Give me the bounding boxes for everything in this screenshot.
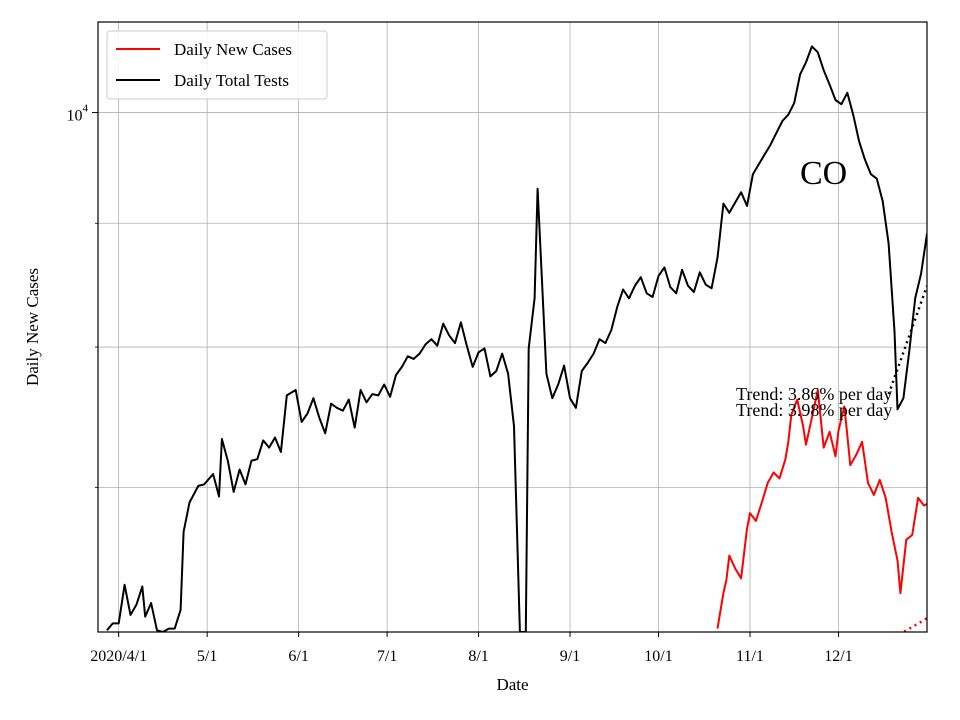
x-axis-title: Date (496, 675, 528, 694)
x-tick-label: 2020/4/1 (90, 648, 147, 665)
series-line-cases (716, 389, 927, 629)
y-tick-label: 104 (67, 103, 89, 125)
x-tick-label: 10/1 (644, 648, 672, 665)
legend: Daily New Cases Daily Total Tests (106, 30, 328, 100)
x-tick-label: 7/1 (377, 648, 397, 665)
x-axis-ticks: 2020/4/1 5/1 6/1 7/1 8/1 9/1 10/1 11/1 12/1 (90, 632, 853, 665)
trend-line-tests (887, 285, 927, 395)
plot-frame (97, 21, 928, 633)
legend-label-tests: Daily Total Tests (174, 71, 289, 90)
trend-line-cases (901, 617, 927, 632)
y-axis-title: Daily New Cases (23, 268, 42, 386)
trend-layer (887, 285, 927, 632)
series-line-tests (106, 45, 927, 632)
y-tick-exponent: 4 (83, 103, 89, 115)
series-layer (106, 45, 927, 632)
trend-label-cases: Trend: 3.86% per day (736, 384, 892, 404)
x-tick-label: 5/1 (197, 648, 217, 665)
x-tick-label: 12/1 (824, 648, 852, 665)
grid (98, 22, 927, 632)
x-tick-label: 8/1 (468, 648, 488, 665)
trend-label-tests: Trend: 3.98% per day (736, 400, 892, 420)
y-axis-ticks: 104 (67, 103, 98, 488)
x-tick-label: 9/1 (560, 648, 580, 665)
y-tick-base: 10 (67, 108, 83, 125)
x-tick-label: 6/1 (288, 648, 308, 665)
legend-label-cases: Daily New Cases (174, 40, 292, 59)
x-tick-label: 11/1 (736, 648, 764, 665)
state-label: CO (800, 155, 847, 192)
legend-box (106, 30, 328, 100)
